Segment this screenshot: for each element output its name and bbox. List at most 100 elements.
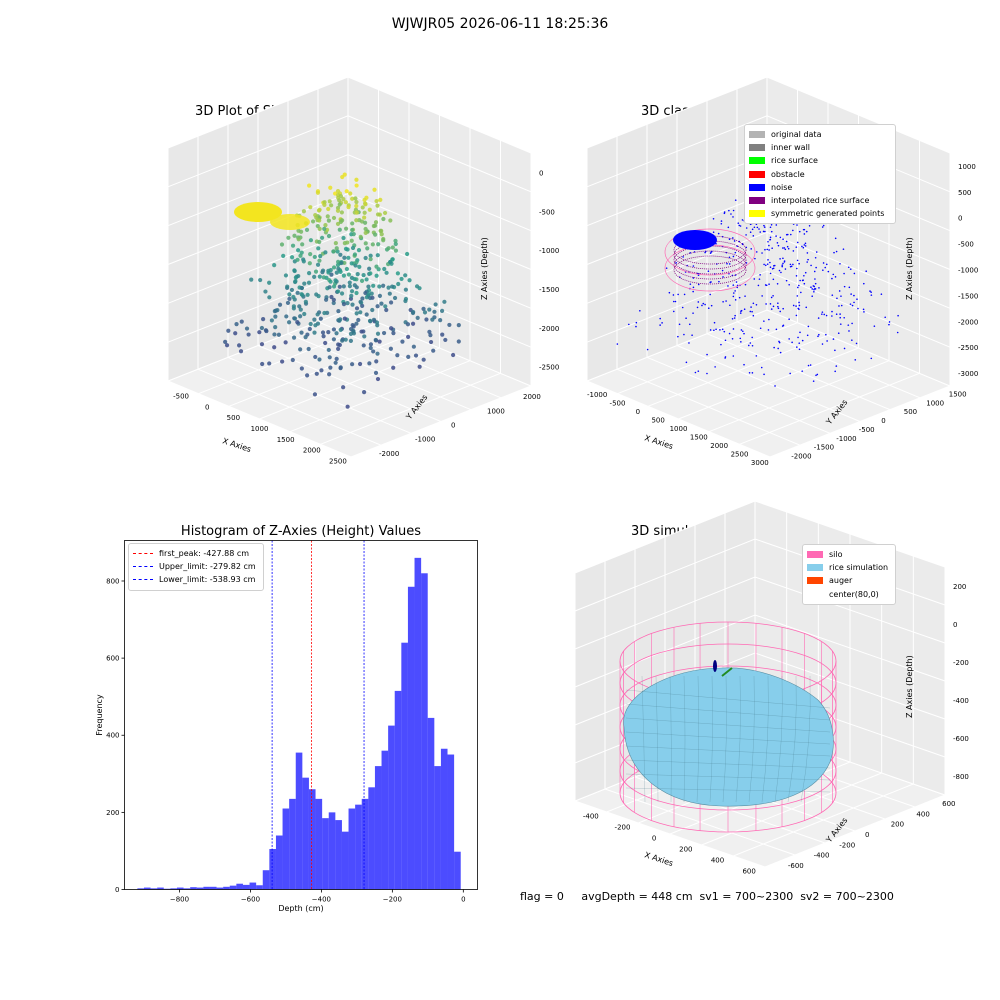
noise-point [810,264,812,267]
data-point [313,269,319,274]
noise-point [804,245,807,247]
noise-point [850,293,852,295]
data-point [258,277,263,283]
histogram-bar [203,886,210,890]
data-point [334,270,339,275]
noise-point [739,337,742,340]
plot3-legend: first_peak: -427.88 cm Upper_limit: -279.… [128,543,264,591]
legend-entry: Upper_limit: -279.82 cm [133,560,259,573]
noise-point [835,365,838,367]
noise-point [795,246,798,248]
noise-point [862,308,865,311]
figure-title: WJWJR05 2026-06-11 18:25:36 [391,16,609,32]
data-point [363,290,368,296]
data-point [383,304,388,309]
interpolated-surface-ring [673,240,747,270]
data-point [334,331,339,336]
data-point [338,327,343,332]
noise-point [769,226,772,229]
data-point [362,215,367,220]
plot2-axes3d: -1000-500050010001500200025003000-2000-1… [585,76,978,467]
noise-point [796,346,798,348]
data-point [259,342,265,347]
noise-point [784,268,787,270]
data-point [375,351,380,356]
plot2-y-tick: 500 [904,408,917,416]
histogram-bar [368,787,375,890]
rice-mesh-line [625,745,831,757]
noise-point [839,323,842,325]
noise-point [672,294,675,296]
noise-point [777,244,780,247]
noise-point [796,259,799,262]
data-point [318,253,323,259]
noise-point [732,216,734,218]
plot2-z-tick: 500 [958,189,971,197]
noise-point [775,235,777,237]
legend-label: symmetric generated points [771,209,885,219]
noise-point [737,222,740,224]
plot1-zlabel: Z Axies (Depth) [480,237,489,300]
data-point [337,284,342,289]
data-point [346,205,351,210]
noise-point [677,293,679,296]
noise-point [811,295,813,297]
data-point [303,299,308,304]
data-point [244,326,250,331]
noise-point [814,278,816,280]
noise-point [771,247,773,250]
noise-point [720,220,723,222]
noise-point [712,218,715,220]
noise-point [688,342,690,344]
histogram-bar [401,642,408,890]
noise-point [741,219,744,221]
noise-point [792,263,794,266]
plot2-x-tick: -1000 [587,391,607,399]
noise-point [796,224,798,226]
histogram-bar [381,750,389,890]
legend-swatch [749,170,765,178]
x-tick-label: −600 [241,896,260,904]
data-point [331,300,336,306]
legend-swatch [749,210,765,218]
data-point [363,220,368,225]
data-point [324,297,329,302]
noise-point [817,335,819,338]
noise-point [728,332,731,335]
data-point [340,338,345,343]
noise-point [797,336,799,339]
noise-point [849,268,852,270]
noise-point [732,328,735,330]
noise-point [743,363,745,366]
histogram-bar [427,717,435,890]
plot4-axes3d: -400 -200 0 200 400 600 -600 -400 -200 0 200 400 600… [573,500,969,876]
data-point [308,321,313,327]
noise-point [785,240,788,243]
data-point [368,345,373,351]
noise-point [758,228,760,230]
noise-point [713,321,716,324]
status-footer: flag = 0 avgDepth = 448 cm sv1 = 700~230… [520,890,894,903]
data-point [371,317,377,322]
noise-point [734,199,737,201]
histogram-bar [447,754,455,890]
x-tick-label: −800 [170,896,189,904]
noise-point [815,251,818,253]
data-point [350,323,355,328]
plot1-axes3d: -500 0 500 1000 1500 2000 2500 -2000 -1000 0 1000 2… [166,76,559,466]
noise-point [672,300,675,303]
data-point [312,274,317,279]
data-point [379,228,384,233]
data-point [327,355,332,360]
data-point [284,314,289,319]
noise-point [724,339,727,342]
y-tick-label: 400 [106,732,119,740]
data-point [375,304,380,309]
data-point [374,198,379,204]
data-point [277,302,283,307]
plot2-x-tick: 1500 [690,433,708,441]
noise-point [731,338,734,340]
data-point [374,359,379,364]
legend-swatch [749,144,765,152]
noise-point [717,232,720,235]
